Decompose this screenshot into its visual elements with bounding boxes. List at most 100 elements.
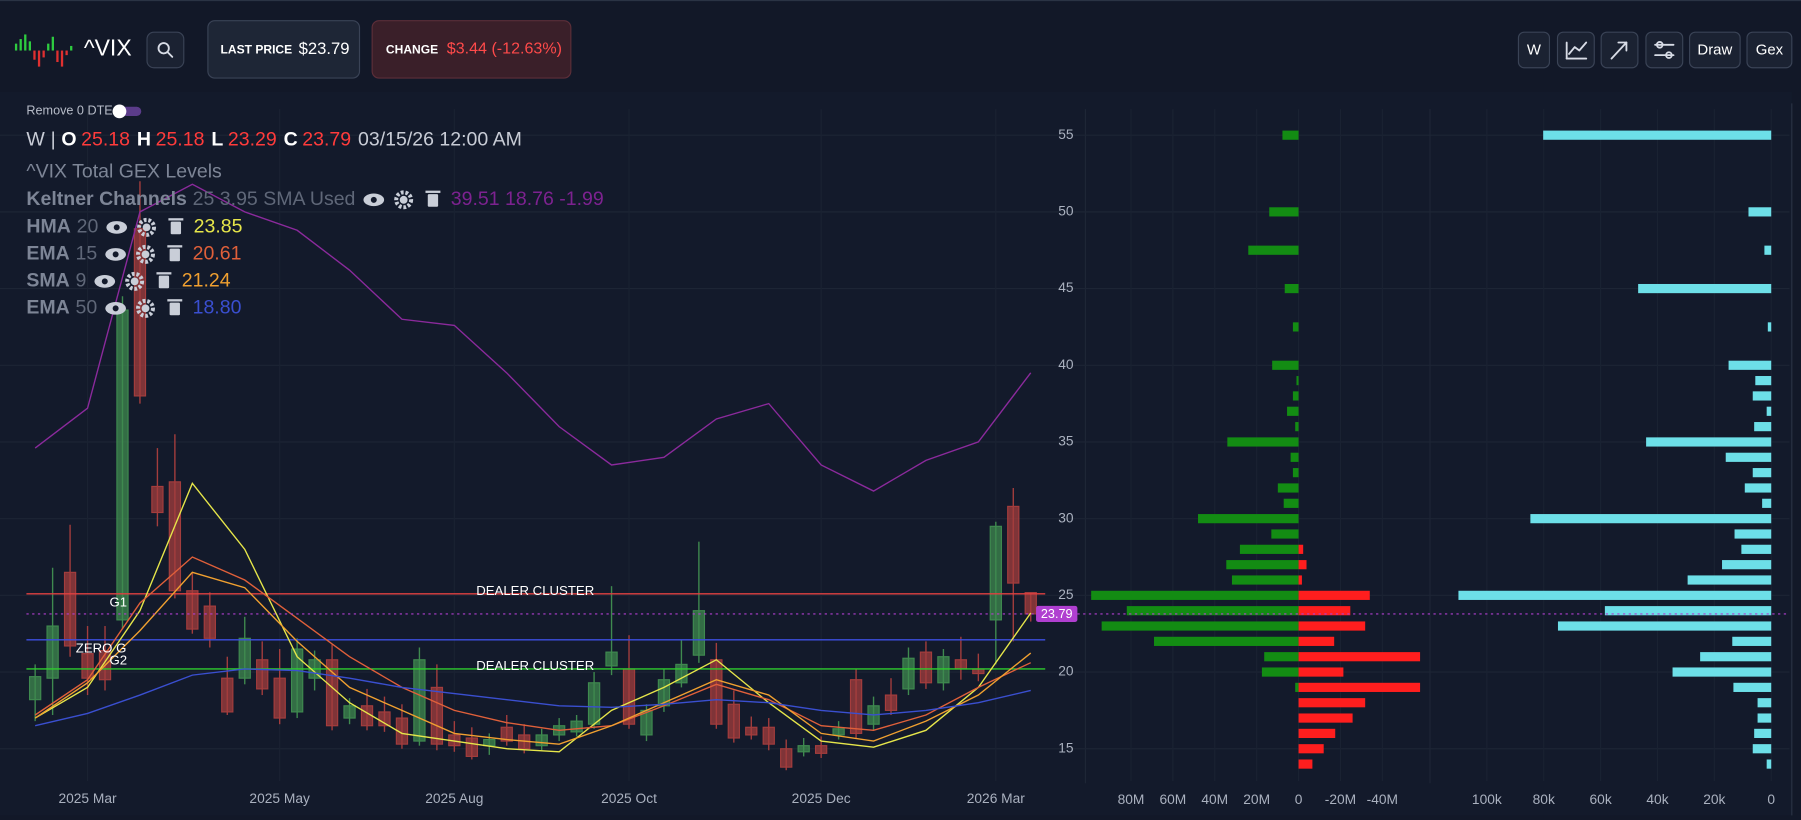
x-tick-label: 60M [1159,792,1186,807]
indicators-button[interactable] [1556,31,1595,69]
marks [26,130,1772,771]
bar [1767,322,1772,332]
bar [1298,606,1351,616]
bar [1284,283,1299,294]
bar [1198,514,1299,524]
candle-body [919,651,933,684]
bar [1298,621,1366,631]
trash-lid [425,190,441,193]
bar [1091,590,1299,600]
y-tick-label: 50 [1058,204,1074,219]
candle-body [378,711,391,727]
eye-pupil [113,224,120,231]
candle-body [81,653,94,679]
bar [1744,483,1772,493]
trash-lid [167,299,183,302]
level-label: DEALER CLUSTER [476,583,594,598]
draw-button[interactable]: Draw [1689,31,1741,69]
candle-body [186,590,199,630]
bar [1754,728,1772,738]
candle-body [587,682,601,725]
trash-icon [169,248,180,262]
x-tick-label: 2026 Mar [967,791,1026,806]
indicator-controls[interactable] [105,244,183,264]
bar [1725,452,1772,462]
bar [1271,529,1299,539]
bar [1733,682,1772,692]
trash-icon [158,275,170,289]
gear-icon [136,298,155,318]
gear-hub [399,195,408,204]
bar [1277,483,1299,493]
trash-lid [167,245,183,248]
x-tick-label: 60k [1590,792,1612,807]
indicator-controls[interactable] [106,217,184,237]
candle-body [395,717,409,745]
candle-body [1007,505,1020,584]
x-tick-label: 100k [1472,792,1502,807]
bar [1126,606,1299,616]
candle-body [884,694,898,711]
settings-button[interactable] [1645,31,1684,69]
x-tick-label: 80M [1118,792,1145,807]
bar [1298,728,1336,738]
interval-button-label: W [1527,41,1542,58]
y-tick-label: 40 [1058,357,1074,372]
bar [1728,360,1772,370]
bar [1290,452,1299,462]
trendline-button[interactable] [1600,31,1639,69]
gear-icon [125,271,145,291]
toggle[interactable] [112,104,142,119]
candle-body [1024,592,1037,615]
level-label: DEALER CLUSTER [476,658,594,673]
bar [1226,560,1299,570]
y-tick-label: 20 [1058,664,1074,679]
candle-body [343,705,356,719]
legend-value: 18.80 [193,297,242,319]
eye-pupil [370,196,377,203]
x-tick-label: 2025 May [249,791,310,806]
candle-body [535,734,548,747]
trash-lid [156,272,172,275]
gex-button[interactable]: Gex [1746,31,1793,69]
legend-value: 20.61 [193,243,242,265]
draw-button-label: Draw [1697,41,1732,58]
legend-name: EMA [26,243,69,265]
x-tick-label: 80k [1533,792,1555,807]
symbol: ^VIX [84,34,132,60]
bar [1766,406,1772,416]
ohlc-label: H [137,128,151,150]
interval-button[interactable]: W [1517,31,1551,69]
candle-body [657,679,671,707]
trash-icon [169,302,180,316]
legend-params: 20 [77,216,99,238]
candle-body [797,745,810,753]
indicator-controls[interactable] [94,271,172,291]
x-tick-label: 0 [1295,792,1303,807]
bar [1458,590,1772,600]
candle-body [430,686,444,745]
candle-body [290,648,304,713]
search-button[interactable] [146,31,185,69]
candle-body [692,610,706,656]
bar [1282,130,1299,140]
logo [14,34,73,67]
trash-icon [170,221,182,235]
indicator-line [34,183,1032,492]
x-tick-label: 40k [1646,792,1668,807]
legend-title: ^VIX Total GEX Levels [26,160,222,182]
indicator-controls[interactable] [105,298,183,318]
indicator-controls[interactable] [363,190,441,210]
bar [1227,437,1299,447]
last-price-label: LAST PRICE [221,43,293,57]
trash-icon [427,194,439,207]
bar [1269,207,1299,217]
bar [1687,575,1772,585]
bar [1748,207,1772,217]
ohlc-separator: | [51,128,56,150]
bar [1700,652,1772,662]
legend-params: 50 [76,297,98,319]
ohlc-value: 25.18 [81,128,130,150]
candle-body [465,737,478,757]
